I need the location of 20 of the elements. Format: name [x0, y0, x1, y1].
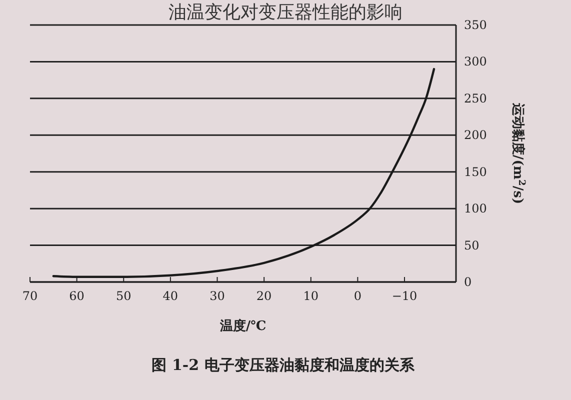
x-tick-label: 0 [354, 289, 362, 303]
y-tick-label: 100 [464, 202, 487, 216]
chart-title: 油温变化对变压器性能的影响 [168, 2, 402, 23]
x-axis-title: 温度/℃ [218, 318, 266, 334]
x-tick-label: 70 [22, 289, 38, 303]
x-tick-label: 50 [116, 289, 132, 303]
y-tick-label: 50 [464, 238, 480, 252]
x-tick-label: −10 [392, 289, 418, 303]
x-tick-label: 30 [210, 289, 225, 303]
x-tick-label: 10 [303, 289, 319, 303]
y-tick-label: 200 [464, 128, 487, 142]
y-tick-label: 150 [464, 164, 487, 179]
y-tick-label: 250 [464, 91, 487, 106]
y-tick-label: 350 [464, 18, 487, 32]
y-tick-label: 300 [464, 54, 487, 69]
caption: 图 1-2 电子变压器油黏度和温度的关系 [152, 356, 416, 374]
y-tick-label: 0 [464, 275, 472, 289]
x-tick-label: 40 [162, 289, 178, 303]
x-tick-label: 60 [69, 289, 84, 303]
x-tick-label: 20 [256, 289, 272, 303]
